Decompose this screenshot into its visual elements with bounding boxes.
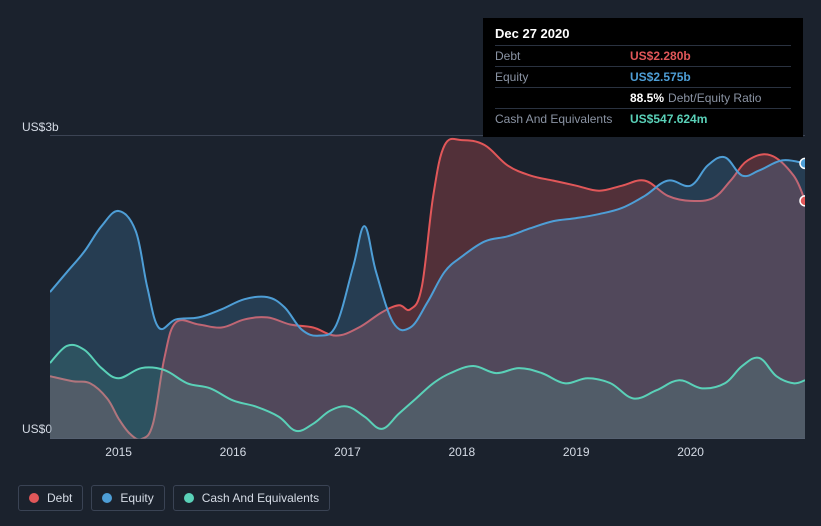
tooltip-value: 88.5% (630, 91, 664, 105)
tooltip-row-debt: Debt US$2.280b (495, 45, 791, 66)
legend-item-equity[interactable]: Equity (91, 485, 164, 511)
end-marker-equity[interactable] (800, 158, 805, 168)
chart-tooltip: Dec 27 2020 Debt US$2.280b Equity US$2.5… (483, 18, 803, 137)
legend-label: Equity (120, 491, 153, 505)
tooltip-value: US$2.280b (630, 49, 691, 63)
end-marker-debt[interactable] (800, 196, 805, 206)
tooltip-label (495, 91, 630, 105)
tooltip-label: Cash And Equivalents (495, 112, 630, 126)
legend-swatch (29, 493, 39, 503)
x-axis-tick-label: 2020 (677, 445, 704, 459)
tooltip-row-cash: Cash And Equivalents US$547.624m (495, 108, 791, 129)
x-axis-tick-label: 2019 (563, 445, 590, 459)
y-axis-bottom-label: US$0 (22, 422, 52, 436)
x-axis-labels: 2015 2016 2017 2018 2019 2020 (0, 445, 821, 465)
financials-chart: Dec 27 2020 Debt US$2.280b Equity US$2.5… (0, 0, 821, 526)
y-axis-top-label: US$3b (22, 120, 59, 134)
legend-label: Cash And Equivalents (202, 491, 319, 505)
chart-legend: Debt Equity Cash And Equivalents (18, 485, 330, 511)
tooltip-value: US$2.575b (630, 70, 691, 84)
x-axis-tick-label: 2017 (334, 445, 361, 459)
tooltip-value-label: Debt/Equity Ratio (668, 91, 761, 105)
x-axis-tick-label: 2015 (105, 445, 132, 459)
legend-swatch (102, 493, 112, 503)
x-axis-tick-label: 2018 (448, 445, 475, 459)
legend-label: Debt (47, 491, 72, 505)
tooltip-row-equity: Equity US$2.575b (495, 66, 791, 87)
chart-plot-area[interactable] (50, 135, 805, 439)
tooltip-value: US$547.624m (630, 112, 707, 126)
legend-item-debt[interactable]: Debt (18, 485, 83, 511)
tooltip-date: Dec 27 2020 (495, 26, 791, 41)
legend-item-cash[interactable]: Cash And Equivalents (173, 485, 330, 511)
x-axis-tick-label: 2016 (220, 445, 247, 459)
tooltip-label: Equity (495, 70, 630, 84)
tooltip-row-ratio: 88.5% Debt/Equity Ratio (495, 87, 791, 108)
tooltip-label: Debt (495, 49, 630, 63)
legend-swatch (184, 493, 194, 503)
